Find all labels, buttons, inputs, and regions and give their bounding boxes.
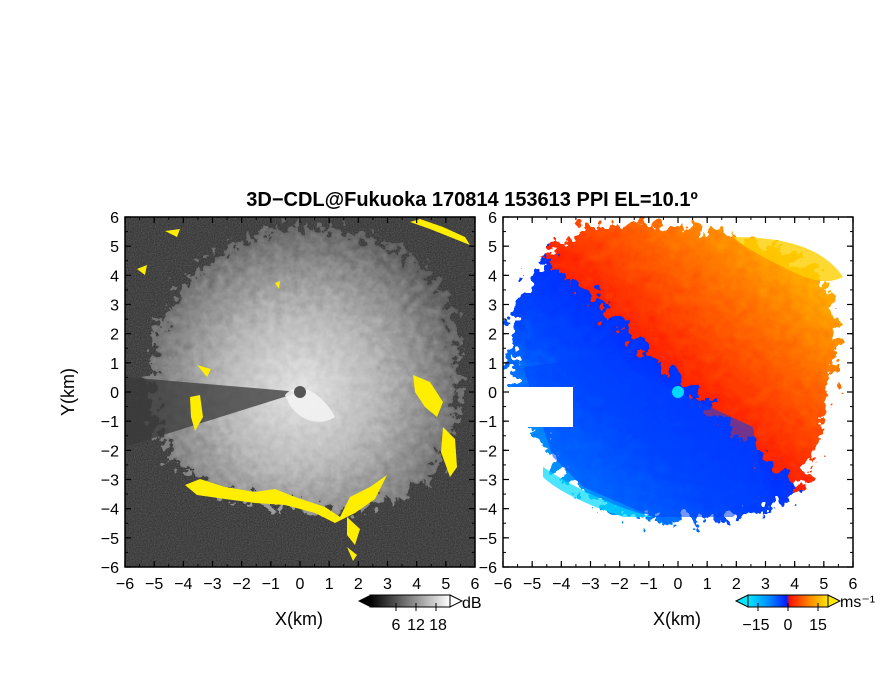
y-tick-label: −6 <box>479 560 497 577</box>
y-tick-label: −6 <box>101 560 119 577</box>
x-tick-label: 0 <box>674 576 683 593</box>
x-tick-label: −2 <box>233 576 251 593</box>
y-tick-label: 0 <box>488 385 497 402</box>
y-tick-label: −4 <box>479 502 497 519</box>
y-tick-label: −2 <box>479 443 497 460</box>
x-tick-label: −4 <box>552 576 570 593</box>
y-tick-label: −2 <box>101 443 119 460</box>
x-tick-label: 5 <box>441 576 450 593</box>
x-tick-label: 2 <box>354 576 363 593</box>
x-tick-label: 1 <box>325 576 334 593</box>
y-tick-label: −3 <box>479 473 497 490</box>
velocity-radar-site <box>672 386 684 398</box>
x-tick-label: −5 <box>523 576 541 593</box>
y-tick-label: −5 <box>101 531 119 548</box>
x-tick-label: −2 <box>611 576 629 593</box>
snr-radar-site <box>294 386 306 398</box>
x-tick-label: −6 <box>494 576 512 593</box>
y-tick-label: −1 <box>479 414 497 431</box>
x-tick-label: 6 <box>849 576 858 593</box>
velocity-far-positive <box>733 237 843 282</box>
velocity-colorbar-tick: 15 <box>809 617 827 634</box>
snr-colorbar-tick: 18 <box>429 617 447 634</box>
x-tick-label: 5 <box>819 576 828 593</box>
y-tick-label: 6 <box>110 210 119 227</box>
x-tick-label: −6 <box>116 576 134 593</box>
x-tick-label: −5 <box>145 576 163 593</box>
y-tick-label: 5 <box>488 239 497 256</box>
x-tick-label: 0 <box>296 576 305 593</box>
y-tick-label: 2 <box>488 327 497 344</box>
velocity-colorbar-unit: ms⁻¹ <box>840 594 875 611</box>
snr-echo-region <box>152 227 460 511</box>
velocity-panel: −6 −5 −4 −3 −2 −1 0 1 2 3 4 5 6 6 5 4 3 2 1 0 −1 −2 −3 −4 −5 −6 <box>479 210 858 593</box>
y-tick-label: 4 <box>110 268 119 285</box>
velocity-far-negative <box>543 467 653 517</box>
velocity-colorbar-tick: 0 <box>784 617 793 634</box>
y-tick-label: 6 <box>488 210 497 227</box>
velocity-axis-ticks: −6 −5 −4 −3 −2 −1 0 1 2 3 4 5 6 6 5 4 3 2 1 0 −1 −2 −3 −4 −5 −6 <box>479 210 858 593</box>
velocity-colorbar-tick: −15 <box>742 617 769 634</box>
x-axis-label-left: X(km) <box>275 609 323 629</box>
snr-shadow-sector <box>125 377 300 447</box>
snr-colorbar-unit: dB <box>462 595 482 612</box>
velocity-negative-lobe <box>523 357 763 517</box>
y-tick-label: 5 <box>110 239 119 256</box>
y-axis-label: Y(km) <box>58 368 78 416</box>
x-tick-label: 3 <box>761 576 770 593</box>
x-tick-label: −4 <box>174 576 192 593</box>
y-tick-label: −5 <box>479 531 497 548</box>
snr-flag-pixels <box>137 219 470 561</box>
x-tick-label: 1 <box>703 576 712 593</box>
y-tick-label: 1 <box>110 356 119 373</box>
x-tick-label: 4 <box>790 576 799 593</box>
x-tick-label: −1 <box>262 576 280 593</box>
y-tick-label: 3 <box>110 298 119 315</box>
x-tick-label: −3 <box>203 576 221 593</box>
snr-panel: −6 −5 −4 −3 −2 −1 0 1 2 3 4 5 6 6 5 4 3 2 1 0 −1 −2 −3 −4 −5 −6 <box>101 210 480 593</box>
y-tick-label: 1 <box>488 356 497 373</box>
x-tick-label: 6 <box>471 576 480 593</box>
y-tick-label: −4 <box>101 502 119 519</box>
velocity-gap <box>503 387 573 427</box>
x-tick-label: −3 <box>581 576 599 593</box>
velocity-colorbar: ms⁻¹ −15 0 15 <box>734 594 875 634</box>
y-tick-label: −3 <box>101 473 119 490</box>
figure-title: 3D−CDL@Fukuoka 170814 153613 PPI EL=10.1… <box>246 189 698 211</box>
x-axis-label-right: X(km) <box>653 609 701 629</box>
x-tick-label: 2 <box>732 576 741 593</box>
y-tick-label: 4 <box>488 268 497 285</box>
y-tick-label: −1 <box>101 414 119 431</box>
y-tick-label: 3 <box>488 298 497 315</box>
x-tick-label: −1 <box>640 576 658 593</box>
snr-colorbar: dB 6 12 18 <box>358 594 482 634</box>
snr-axis-ticks: −6 −5 −4 −3 −2 −1 0 1 2 3 4 5 6 6 5 4 3 2 1 0 −1 −2 −3 −4 −5 −6 <box>101 210 480 593</box>
y-tick-label: 2 <box>110 327 119 344</box>
x-tick-label: 3 <box>383 576 392 593</box>
y-tick-label: 0 <box>110 385 119 402</box>
snr-colorbar-tick: 12 <box>407 617 425 634</box>
x-tick-label: 4 <box>412 576 421 593</box>
snr-colorbar-tick: 6 <box>392 617 401 634</box>
